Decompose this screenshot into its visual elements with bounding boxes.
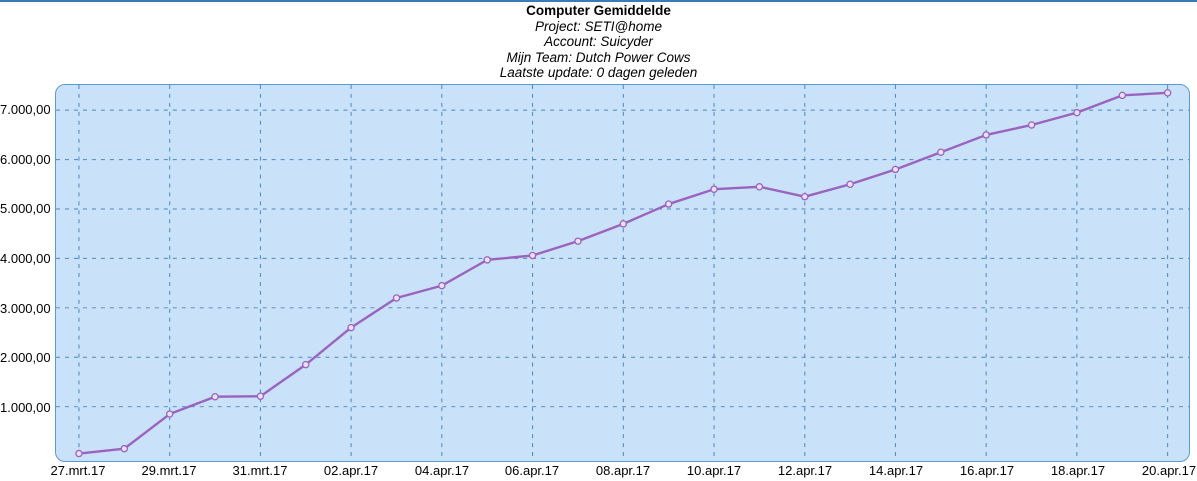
y-tick-label: 6.000,00 bbox=[0, 152, 51, 167]
x-tick-label: 02.apr.17 bbox=[323, 463, 379, 478]
chart-subtitle-project: Project: SETI@home bbox=[535, 19, 662, 34]
data-point-marker bbox=[574, 237, 582, 245]
x-tick-label: 04.apr.17 bbox=[414, 463, 470, 478]
data-point-marker bbox=[1073, 108, 1081, 117]
data-point-marker bbox=[846, 180, 854, 189]
x-tick-label: 08.apr.17 bbox=[595, 463, 651, 478]
data-point-marker bbox=[710, 185, 718, 193]
data-point-marker bbox=[1163, 89, 1172, 97]
plot-area bbox=[55, 84, 1190, 462]
x-tick-label: 10.apr.17 bbox=[686, 463, 742, 478]
chart-subtitle-account: Account: Suicyder bbox=[544, 34, 653, 50]
data-point-marker bbox=[438, 281, 446, 290]
y-tick-label: 7.000,00 bbox=[0, 102, 51, 117]
x-tick-label: 16.apr.17 bbox=[959, 463, 1015, 478]
data-point-marker bbox=[664, 200, 673, 208]
chart-title: Computer Gemiddelde bbox=[526, 3, 671, 18]
top-divider-rule bbox=[0, 0, 1197, 2]
data-point-marker bbox=[211, 393, 219, 401]
data-point-marker bbox=[347, 323, 355, 332]
data-point-marker bbox=[392, 294, 401, 302]
chart-subtitle-team: Mijn Team: Dutch Power Cows bbox=[506, 49, 691, 65]
x-tick-label: 06.apr.17 bbox=[504, 463, 560, 478]
data-point-marker bbox=[483, 256, 491, 264]
data-point-marker bbox=[256, 392, 265, 400]
y-tick-label: 4.000,00 bbox=[0, 251, 51, 266]
x-tick-label: 31.mrt.17 bbox=[232, 463, 288, 478]
y-tick-label: 5.000,00 bbox=[0, 201, 51, 216]
data-point-marker bbox=[1118, 91, 1127, 100]
x-tick-label: 18.apr.17 bbox=[1050, 463, 1106, 478]
data-point-marker bbox=[165, 410, 174, 418]
data-point-marker bbox=[1027, 121, 1036, 129]
x-tick-label: 27.mrt.17 bbox=[50, 463, 106, 478]
data-point-marker bbox=[755, 183, 764, 191]
y-tick-label: 3.000,00 bbox=[0, 301, 51, 316]
x-tick-label: 14.apr.17 bbox=[868, 463, 924, 478]
data-point-marker bbox=[982, 131, 990, 139]
data-point-marker bbox=[937, 148, 945, 156]
data-point-marker bbox=[120, 444, 129, 453]
x-tick-label: 20.apr.17 bbox=[1141, 463, 1197, 478]
data-point-marker bbox=[528, 251, 537, 260]
chart-header: Computer Gemiddelde Project: SETI@home A… bbox=[0, 3, 1197, 80]
chart-subtitle-last-update: Laatste update: 0 dagen geleden bbox=[499, 64, 698, 80]
y-tick-label: 2.000,00 bbox=[0, 350, 51, 365]
data-point-marker bbox=[801, 192, 809, 201]
x-tick-label: 29.mrt.17 bbox=[141, 463, 197, 478]
data-point-marker bbox=[891, 165, 900, 174]
data-point-marker bbox=[75, 449, 83, 458]
plot-svg bbox=[56, 85, 1189, 461]
x-tick-label: 12.apr.17 bbox=[777, 463, 833, 478]
data-point-marker bbox=[619, 220, 628, 228]
y-tick-label: 1.000,00 bbox=[0, 400, 51, 415]
data-point-marker bbox=[302, 360, 310, 369]
